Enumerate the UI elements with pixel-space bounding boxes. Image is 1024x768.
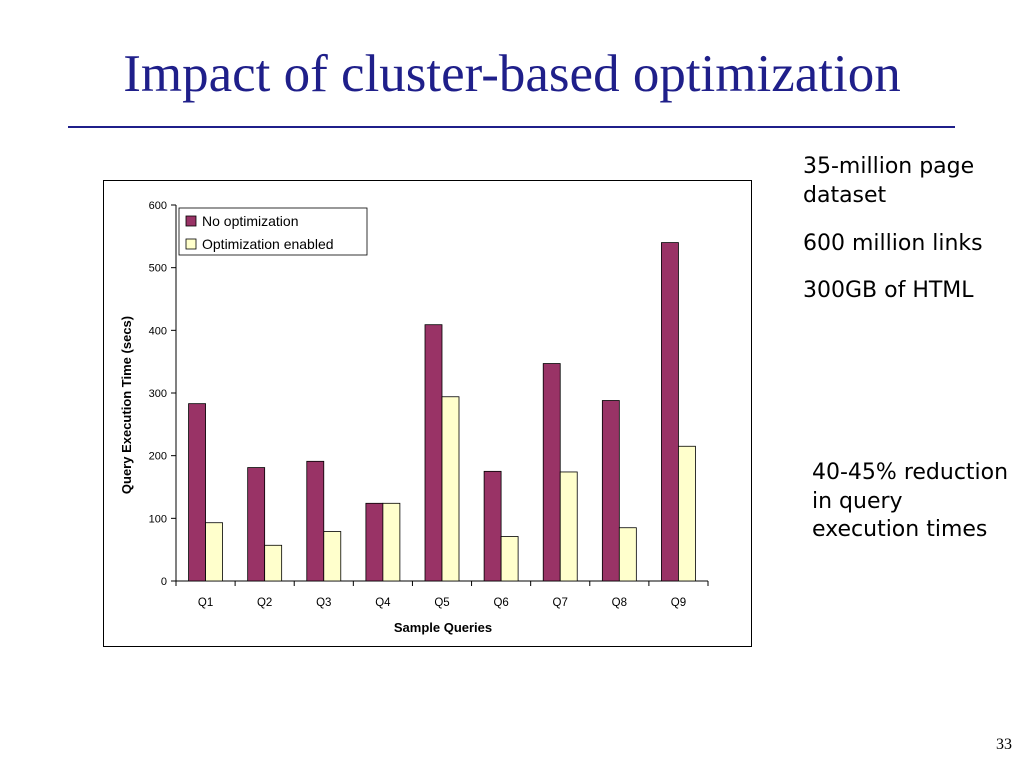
bar-no-optimization [424,324,443,582]
x-tick-label: Q4 [375,597,391,609]
legend-swatch [185,238,197,250]
bar-optimization-enabled [441,396,460,582]
y-tick-label: 400 [149,325,167,337]
links-note: 600 million links [803,231,983,256]
bar-no-optimization [365,502,384,582]
y-tick-label: 600 [149,200,167,212]
bar-no-optimization [542,363,561,582]
bar-no-optimization [661,242,679,582]
x-tick-label: Q2 [257,597,272,609]
slide-title: Impact of cluster-based optimization [123,45,901,103]
bar-optimization-enabled [382,502,401,582]
bar-optimization-enabled [264,544,283,582]
y-tick-label: 500 [149,263,167,275]
legend-box [178,207,368,256]
x-tick-label: Q6 [493,597,508,609]
y-tick-label: 200 [149,451,167,463]
y-tick-label: 300 [149,388,167,400]
bar-optimization-enabled [500,536,519,582]
bar-no-optimization [483,470,502,582]
x-tick-label: Q9 [671,597,686,609]
bar-optimization-enabled [678,445,696,582]
bar-no-optimization [247,467,266,582]
y-axis-label: Query Execution Time (secs) [119,316,134,494]
dataset-note: 35-million page dataset [803,154,975,208]
x-tick-label: Q8 [612,597,627,609]
bar-optimization-enabled [323,531,342,582]
legend-swatch [185,215,197,227]
page-number: 33 [996,736,1012,753]
bar-no-optimization [306,460,325,582]
legend-label: Optimization enabled [202,236,334,252]
y-tick-label: 0 [161,576,167,588]
chart-frame: 0 100 200 300 400 500 600 Q1 Q2 Q3 Q4 Q5 Q6 Q7 Q8 Q9 Sam… [103,180,752,647]
x-tick-label: Q7 [553,597,568,609]
x-tick-label: Q1 [198,597,213,609]
bar-chart: 0 100 200 300 400 500 600 Q1 Q2 Q3 Q4 Q5 Q6 Q7 Q8 Q9 Sam… [119,200,709,635]
x-tick-label: Q5 [434,597,449,609]
bar-no-optimization [188,403,206,582]
reduction-callout: 40-45% reduction in query execution time… [812,460,1009,543]
title-divider [68,126,955,128]
bar-optimization-enabled [618,527,637,582]
legend-label: No optimization [202,213,299,229]
x-axis-label: Sample Queries [394,620,492,635]
bar-optimization-enabled [559,471,578,582]
bar-no-optimization [601,400,620,582]
html-size-note: 300GB of HTML [803,278,974,303]
x-tick-label: Q3 [316,597,331,609]
y-tick-label: 100 [149,513,167,525]
bar-optimization-enabled [205,522,223,582]
